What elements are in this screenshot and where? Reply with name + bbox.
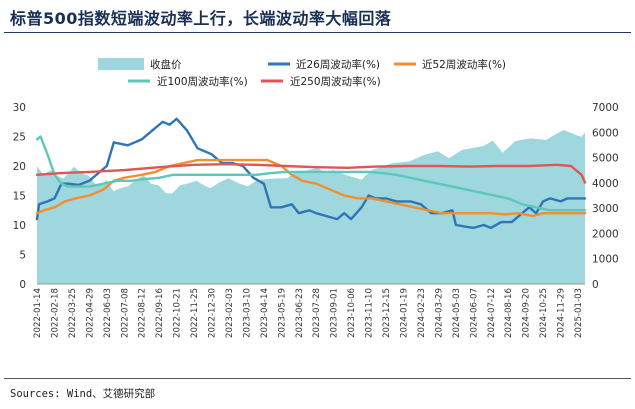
left-tick-label: 0 [19, 279, 26, 291]
x-tick-label: 2025-01-03 [574, 288, 584, 338]
x-tick-label: 2024-09-20 [522, 288, 532, 338]
source-note: Sources: Wind、艾德研究部 [10, 388, 156, 400]
right-tick-label: 5000 [592, 153, 619, 165]
x-tick-label: 2024-01-19 [400, 288, 410, 338]
x-tick-label: 2022-01-14 [33, 288, 43, 338]
x-tick-label: 2023-09-01 [330, 288, 340, 338]
title-rule [4, 32, 631, 33]
x-tick-label: 2024-06-07 [469, 288, 479, 338]
right-tick-label: 1000 [592, 254, 619, 266]
legend-label: 近26周波动率(%) [296, 58, 380, 71]
right-tick-label: 3000 [592, 203, 619, 215]
series-line-3 [35, 135, 587, 212]
x-tick-label: 2023-05-19 [277, 288, 287, 338]
x-tick-label: 2022-12-30 [208, 288, 218, 338]
x-tick-label: 2023-02-03 [225, 288, 235, 338]
x-tick-label: 2023-10-06 [347, 288, 357, 338]
x-tick-label: 2024-10-25 [539, 288, 549, 338]
x-tick-label: 2022-10-21 [173, 288, 183, 338]
x-tick-label: 2022-04-29 [85, 288, 95, 338]
right-tick-label: 2000 [592, 228, 619, 240]
x-tick-label: 2023-11-10 [365, 288, 375, 338]
left-tick-label: 15 [13, 191, 26, 203]
chart-svg: 0 5 10 15 20 25 30 0 1000 2000 3000 4000 5000 6000 700… [13, 58, 619, 338]
left-tick-label: 30 [13, 102, 26, 114]
right-tick-label: 7000 [592, 102, 619, 114]
x-tick-label: 2024-07-12 [487, 288, 497, 338]
x-tick-label: 2022-03-25 [68, 288, 78, 338]
series-line-1 [35, 117, 587, 230]
series-area-0 [37, 130, 585, 284]
x-tick-label: 2023-12-15 [382, 288, 392, 338]
legend-label: 近250周波动率(%) [290, 75, 381, 88]
x-tick-label: 2024-03-29 [434, 288, 444, 338]
x-tick-label: 2023-04-14 [260, 288, 270, 338]
chart-title: 标普500指数短端波动率上行，长端波动率大幅回落 [10, 9, 392, 28]
x-tick-label: 2024-11-29 [557, 288, 567, 338]
legend-label: 近100周波动率(%) [157, 75, 248, 88]
legend-label: 近52周波动率(%) [422, 58, 506, 71]
right-tick-label: 0 [592, 279, 599, 291]
x-tick-label: 2023-07-28 [312, 288, 322, 338]
right-tick-label: 4000 [592, 178, 619, 190]
x-tick-label: 2022-08-12 [138, 288, 148, 338]
right-tick-label: 6000 [592, 127, 619, 139]
series-line-4 [35, 163, 587, 184]
legend-label: 收盘价 [150, 58, 182, 71]
chart-area: 0 5 10 15 20 25 30 0 1000 2000 3000 4000 5000 6000 700… [0, 34, 635, 374]
title-bar: 标普500指数短端波动率上行，长端波动率大幅回落 [0, 0, 635, 33]
source-rule [4, 378, 631, 379]
x-tick-label: 2022-07-08 [120, 288, 130, 338]
x-tick-label: 2024-05-03 [452, 288, 462, 338]
x-tick-label: 2022-06-03 [103, 288, 113, 338]
x-tick-label: 2023-06-23 [295, 288, 305, 338]
left-tick-label: 20 [13, 161, 26, 173]
x-tick-label: 2024-08-16 [504, 288, 514, 338]
left-tick-label: 10 [13, 220, 26, 232]
x-tick-label: 2022-11-25 [190, 288, 200, 338]
left-tick-label: 5 [19, 250, 26, 262]
legend-swatch [98, 58, 144, 70]
x-tick-label: 2023-03-10 [242, 288, 252, 338]
x-tick-label: 2022-02-18 [51, 288, 61, 338]
x-tick-label: 2022-09-16 [155, 288, 165, 338]
x-tick-label: 2024-02-23 [417, 288, 427, 338]
left-tick-label: 25 [13, 132, 26, 144]
